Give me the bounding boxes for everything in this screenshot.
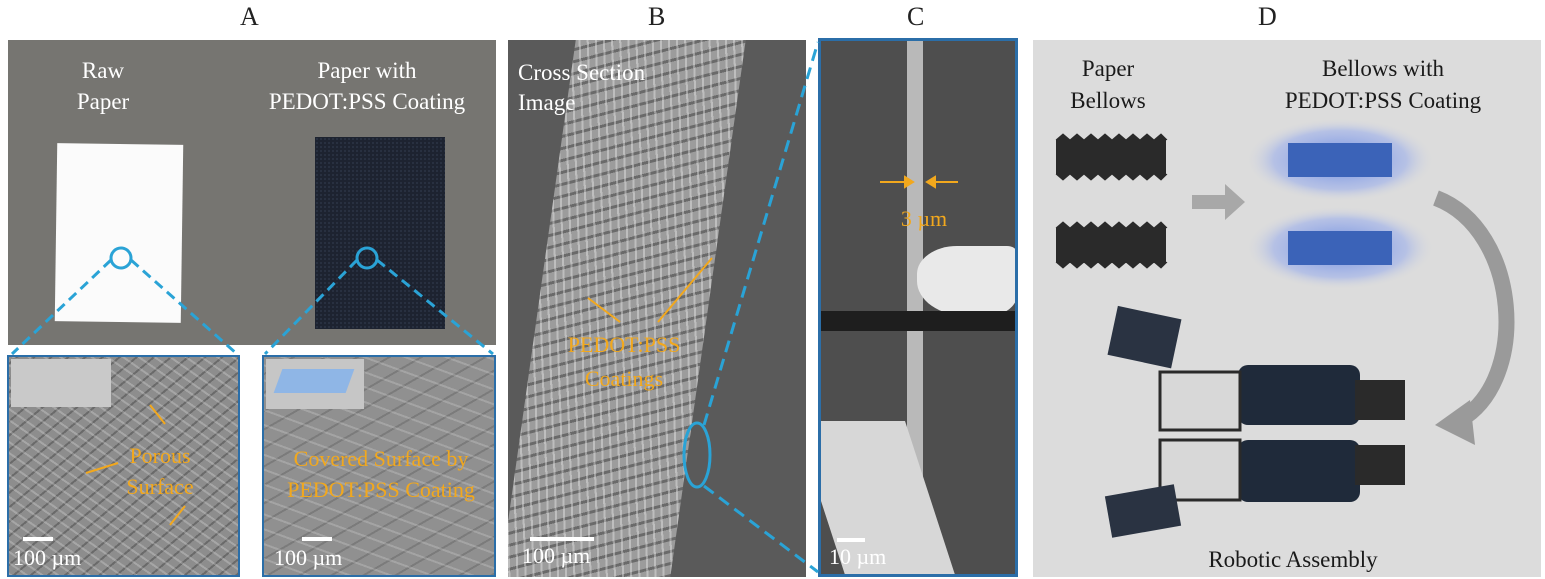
panel-letter-d: D [1258, 2, 1277, 31]
coated-paper-sample [315, 137, 445, 329]
coatings-label-1: PEDOT:PSS [567, 332, 681, 357]
coated-bellows-label-1: Bellows with [1321, 56, 1445, 81]
porous-label-1: Porous [129, 443, 191, 468]
robotic-assembly-photo [1104, 305, 1405, 538]
panel-letter-a: A [240, 2, 259, 31]
raw-paper-label-1: Raw [81, 58, 125, 83]
pedot-coating-arrows [587, 257, 713, 323]
cross-section-zoom-callout [682, 41, 820, 574]
raw-paper-sem-inset: Porous Surface 100 µm [7, 355, 240, 577]
covered-label-2: PEDOT:PSS Coating [287, 477, 475, 502]
panel-c-sem-zoom: 3 µm 10 µm [818, 38, 1018, 577]
fiber-sketch-inset [11, 359, 111, 407]
cross-section-label-1: Cross Section [518, 60, 646, 85]
scale-label-b: 100 µm [522, 543, 591, 568]
porous-arrows [85, 404, 186, 526]
scale-bar [837, 538, 865, 542]
scale-bar [23, 537, 53, 541]
paper-bellows-label-2: Bellows [1070, 88, 1146, 113]
thickness-arrows [880, 175, 958, 189]
coated-paper-zoom-callout [263, 246, 494, 356]
scale-bar [530, 537, 594, 541]
coated-paper-label-1: Paper with [317, 58, 417, 83]
scale-label-a-right: 100 µm [274, 545, 343, 570]
fiber-dark-band [821, 311, 1015, 331]
coated-bellows-icon [1245, 118, 1435, 290]
fiber-bright-region [917, 246, 1015, 316]
robotic-assembly-label: Robotic Assembly [1208, 547, 1378, 572]
coated-paper-sem-inset: Covered Surface by PEDOT:PSS Coating 100… [262, 355, 496, 577]
paper-bellows-icon [1055, 133, 1168, 269]
coatings-label-2: Coatings [584, 366, 664, 391]
paper-bellows-label-1: Paper [1081, 56, 1135, 81]
scale-label-c: 10 µm [829, 544, 887, 569]
curved-arrow-icon [1432, 190, 1515, 427]
coated-fiber-sketch-inset [266, 359, 364, 409]
thickness-label: 3 µm [900, 206, 948, 231]
panel-a-photo: Raw Paper Paper with PEDOT:PSS Coating [8, 40, 496, 345]
panel-letter-b: B [648, 2, 666, 31]
porous-label-2: Surface [126, 474, 194, 499]
coated-bellows-label-2: PEDOT:PSS Coating [1284, 88, 1482, 113]
scale-label-a-left: 100 µm [13, 545, 82, 570]
scale-bar [302, 537, 332, 541]
raw-paper-zoom-callout [10, 246, 238, 356]
right-arrow-icon [1192, 184, 1245, 220]
cross-section-label-2: Image [518, 90, 576, 115]
panel-letter-c: C [907, 2, 925, 31]
panel-b-sem-cross-section: Cross Section Image PEDOT:PSS Coatings 1… [508, 40, 806, 577]
curved-arrow-head-icon [1435, 400, 1475, 445]
coated-paper-label-2: PEDOT:PSS Coating [268, 89, 466, 114]
raw-paper-label-2: Paper [76, 89, 130, 114]
covered-label-1: Covered Surface by [293, 446, 469, 471]
